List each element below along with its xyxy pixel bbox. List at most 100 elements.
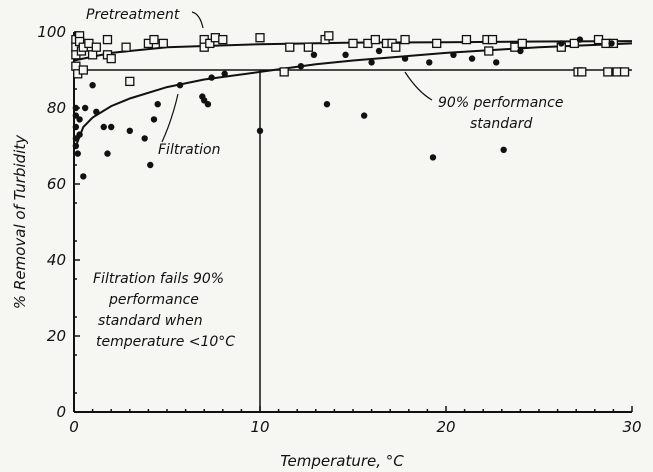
point-pretreatment [432,38,442,49]
point-filtration [76,116,83,123]
y-tick-label-1: 20 [47,327,66,345]
point-pretreatment [400,34,410,45]
point-pretreatment [391,42,401,52]
point-filtration [147,161,154,169]
point-filtration [150,116,158,123]
point-pretreatment [125,76,135,87]
point-pretreatment [324,31,334,41]
y-tick-label-2: 40 [47,251,66,269]
point-filtration [608,40,615,47]
point-pretreatment [279,67,289,77]
filtration-leader [161,93,179,143]
point-pretreatment [218,34,228,45]
y-tick-label-5: 100 [37,23,66,41]
point-pretreatment [102,34,113,45]
point-filtration [72,142,80,150]
fit-curve-filtration [74,42,633,147]
point-pretreatment [106,53,116,64]
x-tick-label-3: 30 [622,418,641,436]
point-pretreatment [205,38,215,49]
point-filtration [104,150,111,157]
y-axis-title: % Removal of Turbidity [11,134,29,309]
point-filtration [450,51,457,58]
point-pretreatment [517,38,527,49]
point-pretreatment [461,34,472,45]
point-pretreatment [484,46,494,56]
y-tick-label-3: 60 [47,175,66,193]
point-filtration [89,82,96,89]
data-points [71,31,630,180]
point-filtration [429,154,437,161]
point-filtration [323,101,331,108]
point-filtration [256,127,264,134]
point-filtration [76,131,83,138]
point-filtration [141,135,148,142]
ticks: 0 10 20 30 0 20 40 60 80 100 [37,23,641,436]
point-filtration [375,47,383,55]
pretreatment-leader [191,11,204,29]
point-pretreatment [255,33,265,43]
point-filtration [72,123,80,131]
point-filtration [204,101,212,108]
annotation-fail-line3: standard when [98,313,203,329]
annotation-filtration: Filtration [158,142,220,158]
standard-leader [404,71,433,101]
point-filtration [208,74,215,81]
reference-lines [74,69,632,412]
annotation-pretreatment: Pretreatment [86,7,180,23]
point-filtration [468,55,476,62]
point-filtration [401,55,409,62]
point-pretreatment [121,42,131,52]
point-filtration [576,36,584,43]
point-pretreatment [619,67,630,77]
y-tick-label-0: 0 [56,403,66,421]
point-pretreatment [370,34,380,45]
point-pretreatment [158,38,168,49]
fit-curves [73,40,633,147]
point-filtration [342,51,349,58]
point-filtration [368,59,375,66]
point-filtration [500,146,507,153]
point-filtration [221,70,228,78]
point-filtration [108,123,115,131]
point-filtration [74,150,81,157]
point-pretreatment [569,38,579,49]
point-pretreatment [78,65,88,75]
x-tick-label-0: 0 [69,418,79,436]
point-pretreatment [487,34,498,45]
point-pretreatment [285,42,295,52]
point-pretreatment [603,67,613,77]
point-filtration [360,112,368,119]
x-axis-title: Temperature, °C [280,452,404,470]
point-pretreatment [149,34,159,45]
point-filtration [154,101,161,108]
annotation-standard-line1: 90% performance [438,95,563,111]
point-filtration [80,173,87,180]
point-filtration [310,51,318,58]
point-filtration [297,62,305,70]
point-pretreatment [87,50,98,60]
annotation-fail-line4: temperature <10°C [96,334,235,350]
point-filtration [93,108,100,116]
point-filtration [517,47,524,55]
point-filtration [558,40,565,47]
x-tick-label-2: 20 [436,418,455,436]
point-pretreatment [303,42,314,52]
point-pretreatment [577,67,587,77]
x-tick-label-1: 10 [250,418,269,436]
point-filtration [126,127,133,134]
point-filtration [72,104,80,112]
point-pretreatment [348,38,358,49]
point-filtration [426,59,433,66]
point-filtration [176,82,184,89]
point-pretreatment [91,42,101,52]
y-tick-label-4: 80 [47,99,66,117]
point-filtration [81,104,89,112]
annotation-standard-line2: standard [470,116,532,132]
point-filtration [100,123,107,131]
annotation-fail-line2: performance [108,292,199,308]
point-filtration [493,59,500,66]
annotation-fail-line1: Filtration fails 90% [93,271,224,287]
